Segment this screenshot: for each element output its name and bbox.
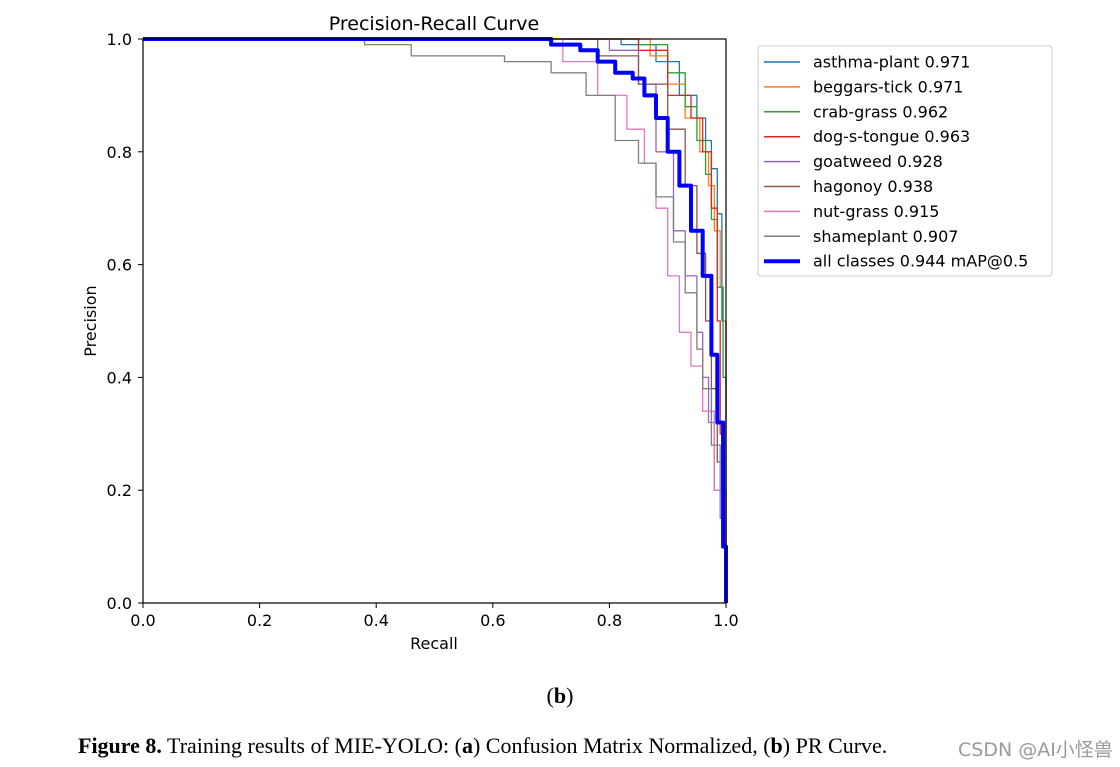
legend-label-beggars-tick: beggars-tick 0.971 <box>813 77 963 96</box>
legend-label-goatweed: goatweed 0.928 <box>813 152 943 171</box>
pr-curve-chart: Precision-Recall Curve 0.0 0.2 0.4 0.6 0.8 1.… <box>81 13 1053 653</box>
legend-label-nut-grass: nut-grass 0.915 <box>813 202 939 221</box>
legend-label-dog-s-tongue: dog-s-tongue 0.963 <box>813 127 970 146</box>
y-tick-label: 0.6 <box>107 256 132 275</box>
y-axis-label: Precision <box>81 285 100 356</box>
x-tick-label: 0.4 <box>363 611 388 630</box>
subfigure-letter: b <box>553 683 567 708</box>
y-tick-label: 0.4 <box>107 368 132 387</box>
legend-label-all-classes: all classes 0.944 mAP@0.5 <box>813 252 1028 271</box>
series-line-shameplant <box>143 38 727 603</box>
series-line-goatweed <box>143 38 727 603</box>
caption-b: b <box>770 733 783 758</box>
legend-label-asthma-plant: asthma-plant 0.971 <box>813 53 970 72</box>
y-tick-label: 0.2 <box>107 481 132 500</box>
caption-lead: Figure 8. <box>78 733 162 758</box>
x-tick-label: 1.0 <box>713 611 738 630</box>
figure-caption: Figure 8. Training results of MIE-YOLO: … <box>78 733 887 759</box>
series-line-dog-s-tongue <box>143 38 727 603</box>
caption-text-3: ) PR Curve. <box>782 733 888 758</box>
subfigure-close: ) <box>566 683 574 708</box>
caption-text-1: Training results of MIE-YOLO: ( <box>161 733 462 758</box>
legend-label-hagonoy: hagonoy 0.938 <box>813 177 933 196</box>
legend-label-shameplant: shameplant 0.907 <box>813 227 958 246</box>
x-tick-label: 0.6 <box>480 611 505 630</box>
subfigure-label: (b) <box>0 683 1120 709</box>
caption-text-2: ) Confusion Matrix Normalized, ( <box>472 733 771 758</box>
plot-frame <box>142 38 727 604</box>
series-line-hagonoy <box>143 38 727 603</box>
series-line-beggars-tick <box>143 38 727 603</box>
x-tick-label: 0.8 <box>597 611 622 630</box>
chart-title: Precision-Recall Curve <box>329 13 539 35</box>
caption-a: a <box>461 733 473 758</box>
y-tick-label: 1.0 <box>107 30 132 49</box>
watermark: CSDN @AI小怪兽 <box>958 739 1113 761</box>
legend-frame <box>757 45 1053 277</box>
y-tick-label: 0.8 <box>107 143 132 162</box>
subfigure-open: ( <box>546 683 554 708</box>
series-line-crab-grass <box>143 38 727 603</box>
series-line-all-classes <box>143 37 728 603</box>
x-tick-label: 0.0 <box>130 611 155 630</box>
series-line-asthma-plant <box>143 38 727 603</box>
y-tick-label: 0.0 <box>107 594 132 613</box>
series-line-nut-grass <box>143 38 727 603</box>
legend-label-crab-grass: crab-grass 0.962 <box>813 102 948 121</box>
x-axis-label: Recall <box>410 634 458 653</box>
chart-legend: asthma-plant 0.971 beggars-tick 0.971 crab… <box>757 45 1053 277</box>
x-tick-label: 0.2 <box>247 611 272 630</box>
